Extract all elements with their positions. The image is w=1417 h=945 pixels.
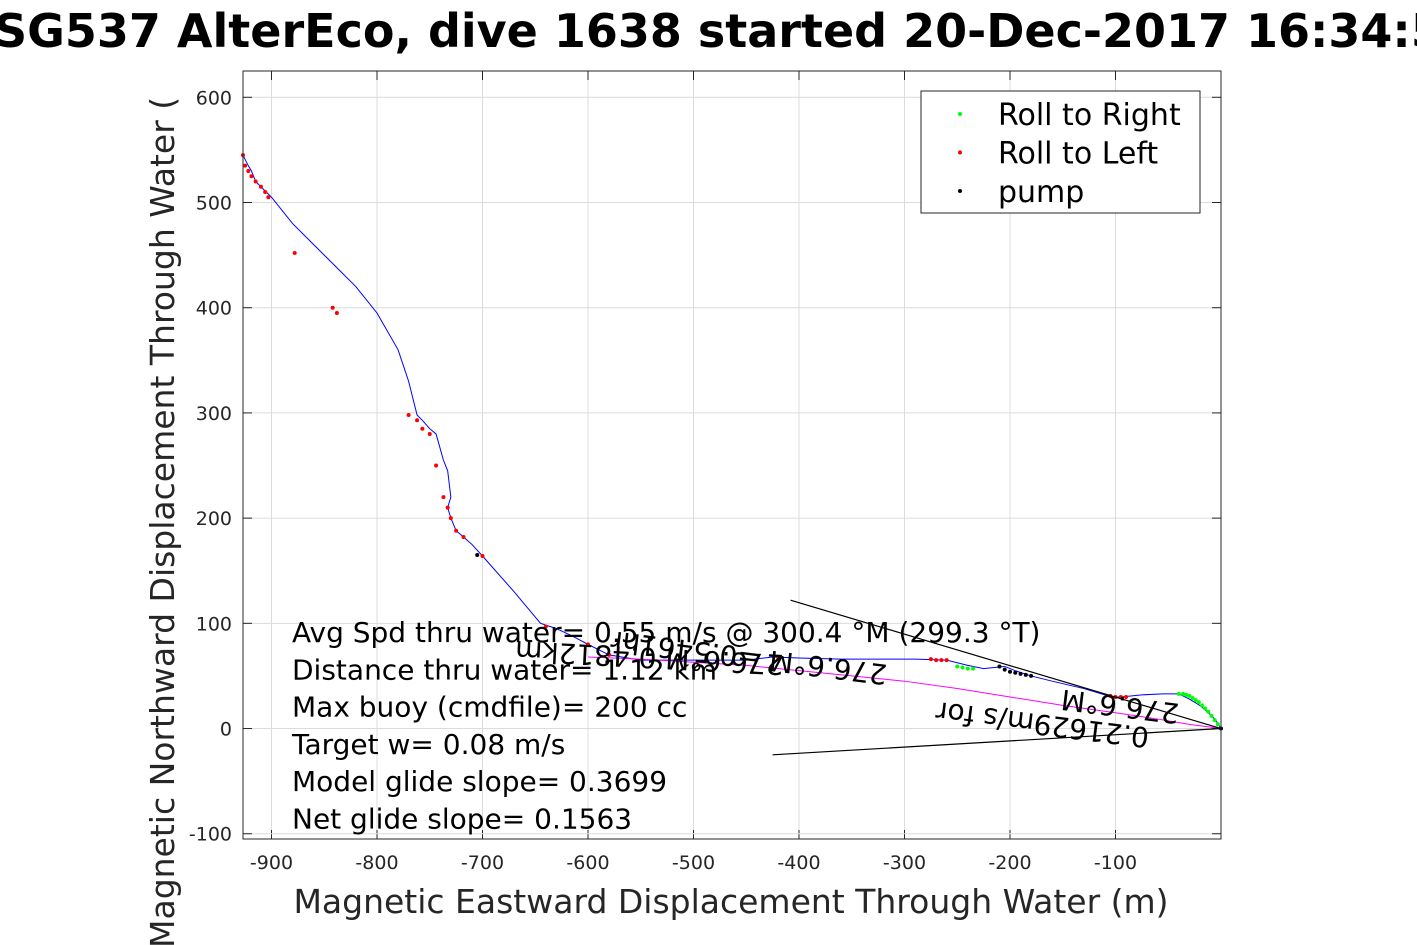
- dive-statistics: Avg Spd thru water= 0.55 m/s @ 300.4 °M …: [291, 616, 1040, 836]
- data-point-pump: [1013, 670, 1018, 675]
- data-point-pump: [1023, 672, 1028, 677]
- data-point-roll-to-right: [1193, 698, 1198, 703]
- data-point-roll-to-right: [1212, 718, 1217, 723]
- data-point-roll-to-right: [1200, 703, 1205, 708]
- data-point-pump: [997, 664, 1002, 669]
- data-point-roll-to-left: [415, 418, 420, 423]
- data-point-roll-to-right: [1209, 713, 1214, 718]
- data-point-roll-to-left: [928, 657, 933, 662]
- x-tick-label: -300: [883, 852, 926, 874]
- chart-title: SG537 AlterEco, dive 1638 started 20-Dec…: [0, 4, 1417, 58]
- data-point-roll-to-left: [441, 495, 446, 500]
- data-point-roll-to-left: [249, 174, 254, 179]
- data-point-roll-to-left: [266, 195, 271, 200]
- data-point-pump: [1018, 671, 1023, 676]
- legend-marker-roll-to-left: [958, 150, 962, 155]
- series-line-5: [790, 599, 1222, 730]
- stat-annotation: Avg Spd thru water= 0.55 m/s @ 300.4 °M …: [292, 616, 1040, 649]
- series-line-1: [587, 656, 1222, 730]
- data-point-roll-to-left: [480, 553, 485, 558]
- y-tick-label: 400: [196, 298, 232, 320]
- x-tick-label: -700: [461, 852, 504, 874]
- y-tick-label: 100: [196, 613, 232, 635]
- data-point-roll-to-left: [334, 310, 339, 315]
- x-axis-label: Magnetic Eastward Displacement Through W…: [293, 882, 1168, 921]
- legend-marker-pump: [958, 189, 962, 193]
- data-point-roll-to-right: [1176, 691, 1181, 696]
- data-point-roll-to-left: [243, 163, 248, 168]
- legend-label: pump: [998, 175, 1084, 210]
- data-point-roll-to-right: [1206, 709, 1211, 714]
- y-tick-label: 0: [220, 719, 232, 741]
- x-tick-label: -500: [672, 852, 715, 874]
- data-point-roll-to-left: [246, 168, 251, 173]
- x-tick-label: -200: [988, 852, 1031, 874]
- data-point-roll-to-right: [960, 665, 965, 670]
- data-point-roll-to-left: [258, 184, 263, 189]
- legend-label: Roll to Left: [998, 137, 1158, 172]
- data-point-roll-to-left: [434, 463, 439, 468]
- data-point-pump: [475, 552, 480, 557]
- data-point-roll-to-left: [330, 305, 335, 310]
- series-line-0: [242, 154, 1222, 729]
- data-point-roll-to-right: [1187, 693, 1192, 698]
- data-point-roll-to-left: [461, 535, 466, 540]
- y-axis-label: Magnetic Northward Displacement Through …: [143, 97, 182, 945]
- data-point-roll-to-right: [965, 666, 970, 671]
- y-tick-labels: -100 0 100 200 300 400 500 600: [189, 87, 232, 845]
- data-point-roll-to-left: [454, 528, 459, 533]
- data-point-roll-to-left: [934, 658, 939, 663]
- y-tick-label: 600: [196, 87, 232, 109]
- data-point-roll-to-left: [445, 505, 450, 510]
- y-tick-label: 300: [196, 403, 232, 425]
- x-tick-label: -400: [777, 852, 820, 874]
- y-tick-label: -100: [189, 824, 232, 846]
- x-tick-label: -600: [566, 852, 609, 874]
- data-point-roll-to-left: [406, 413, 411, 418]
- plot-area-border: [242, 70, 1222, 840]
- data-point-roll-to-left: [292, 251, 297, 256]
- data-point-roll-to-right: [1181, 691, 1186, 696]
- data-point-roll-to-left: [944, 658, 949, 663]
- data-point-roll-to-left: [607, 652, 612, 657]
- data-point-roll-to-right: [971, 666, 976, 671]
- data-point-roll-to-left: [585, 642, 590, 647]
- stat-annotation: Model glide slope= 0.3699: [292, 765, 667, 798]
- data-point-pump: [1029, 673, 1034, 678]
- data-point-roll-to-left: [427, 431, 432, 436]
- data-point-roll-to-right: [1203, 706, 1208, 711]
- x-tick-label: -100: [1094, 852, 1137, 874]
- stat-annotation: Max buoy (cmdfile)= 200 cc: [292, 691, 687, 724]
- data-point-roll-to-left: [775, 654, 780, 659]
- legend-box: [920, 90, 1201, 214]
- data-point-pump: [1007, 669, 1012, 674]
- data-point-roll-to-right: [1215, 722, 1220, 727]
- y-tick-label: 200: [196, 508, 232, 530]
- x-tick-labels: -900 -800 -700 -600 -500 -400 -300 -200 -100: [250, 852, 1137, 874]
- stat-annotation: Distance thru water= 1.12 km: [292, 653, 717, 686]
- data-point-roll-to-left: [939, 658, 944, 663]
- series-line-6: [772, 727, 1222, 756]
- legend-label: Roll to Right: [998, 98, 1181, 133]
- stat-annotation: Net glide slope= 0.1563: [292, 803, 632, 836]
- data-point-roll-to-left: [420, 426, 425, 431]
- stat-annotation: Target w= 0.08 m/s: [291, 728, 565, 761]
- data-point-roll-to-left: [543, 624, 548, 629]
- x-tick-label: -900: [250, 852, 293, 874]
- data-point-pump: [1002, 667, 1007, 672]
- legend-marker-roll-to-right: [958, 112, 962, 116]
- x-tick-label: -800: [355, 852, 398, 874]
- y-tick-label: 500: [196, 193, 232, 215]
- data-point-roll-to-left: [253, 179, 258, 184]
- data-point-roll-to-right: [1196, 700, 1201, 705]
- data-point-roll-to-right: [1184, 692, 1189, 697]
- data-point-roll-to-left: [263, 189, 268, 194]
- series-layer: [241, 153, 1223, 756]
- data-point-roll-to-right: [955, 664, 960, 669]
- data-point-roll-to-left: [448, 516, 453, 521]
- data-point-roll-to-left: [1124, 694, 1129, 699]
- data-point-roll-to-right: [1190, 696, 1195, 701]
